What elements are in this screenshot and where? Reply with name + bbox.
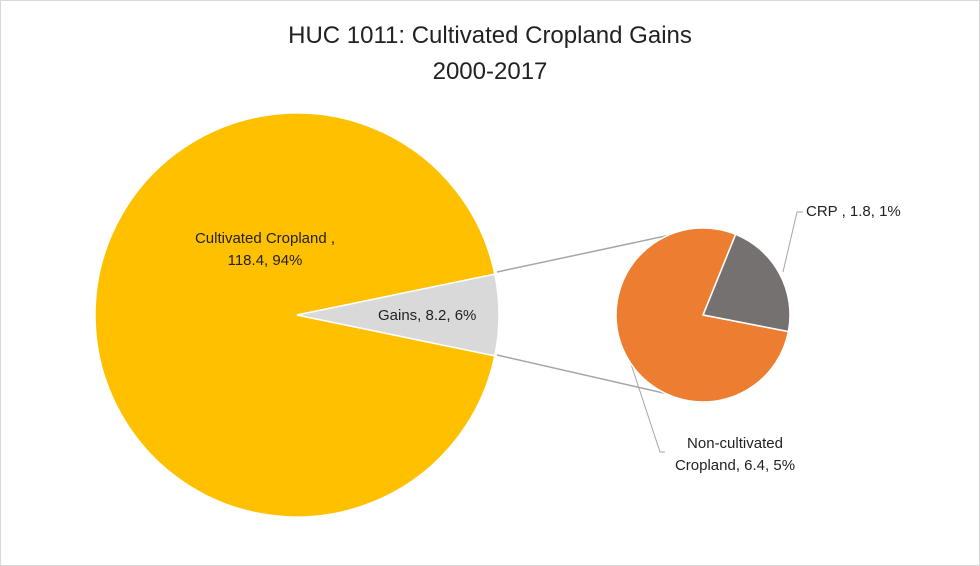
leader-line [782, 211, 803, 273]
data-label: Gains, 8.2, 6% [378, 307, 477, 324]
data-label: CRP , 1.8, 1% [806, 203, 901, 220]
pie-slice [94, 112, 496, 518]
pie-slice [701, 233, 791, 333]
data-label: Cultivated Cropland , 118.4, 94% [194, 230, 336, 269]
leader-line [627, 354, 665, 453]
chart-subtitle: 2000-2017 [432, 58, 548, 85]
pie-slice [615, 227, 790, 403]
chart-title: HUC 1011: Cultivated Cropland Gains [288, 22, 692, 49]
pie-slice [296, 273, 500, 357]
data-label: Non-cultivated Cropland, 6.4, 5% [674, 435, 796, 474]
